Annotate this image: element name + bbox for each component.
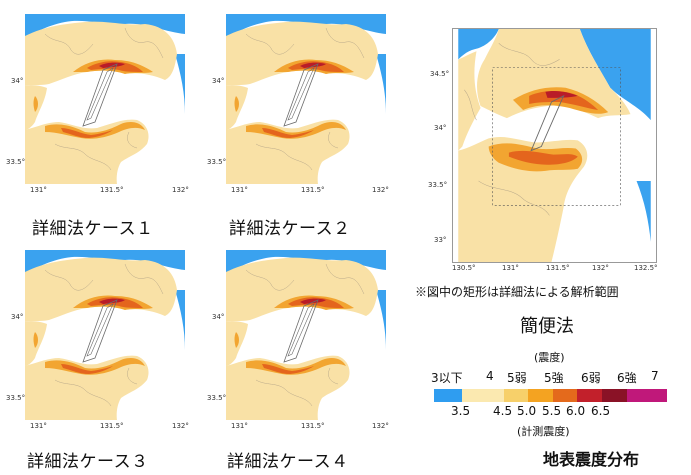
- case-4-lon-132: 132°: [372, 422, 389, 430]
- legend-measured-title: (計測震度): [517, 425, 570, 438]
- case-2-map: [226, 14, 386, 184]
- surface-intensity-distribution-title: 地表震度分布: [543, 450, 640, 469]
- case-2-lon-1315: 131.5°: [301, 186, 325, 194]
- legend-label-6l: 6弱: [581, 371, 601, 385]
- case-3-lon-131: 131°: [30, 422, 47, 430]
- case-1-label: 詳細法ケース１: [32, 219, 154, 239]
- simple-method-map: [452, 28, 657, 263]
- case-4-intensity-map: [226, 250, 386, 420]
- case-2-lat-34: 34°: [212, 77, 225, 85]
- case-2-lon-131: 131°: [231, 186, 248, 194]
- legend-intensity-title: (震度): [534, 351, 565, 364]
- case-2-label: 詳細法ケース２: [229, 219, 351, 239]
- simple-lon-131: 131°: [502, 264, 519, 272]
- legend-color-1: [434, 389, 462, 402]
- legend-color-5: [553, 389, 577, 402]
- simple-lat-33: 33°: [434, 236, 447, 244]
- simple-lat-34: 34°: [434, 124, 447, 132]
- case-1-lon-1315: 131.5°: [100, 186, 124, 194]
- case-4-lon-1315: 131.5°: [301, 422, 325, 430]
- simple-lat-345: 34.5°: [430, 70, 450, 78]
- legend-label-3: 3以下: [431, 371, 463, 385]
- legend-color-8: [627, 389, 667, 402]
- legend-color-4: [528, 389, 553, 402]
- case-3-lon-132: 132°: [172, 422, 189, 430]
- case-4-map: [226, 250, 386, 420]
- case-4-lat-335: 33.5°: [207, 394, 227, 402]
- case-1-lon-131: 131°: [30, 186, 47, 194]
- case-4-label: 詳細法ケース４: [227, 452, 349, 472]
- case-2-lat-335: 33.5°: [207, 158, 227, 166]
- legend-value-45: 4.5: [493, 404, 513, 418]
- legend-value-65: 6.5: [591, 404, 611, 418]
- legend-label-5u: 5強: [544, 371, 564, 385]
- case-1-lat-335: 33.5°: [6, 158, 26, 166]
- case-3-lon-1315: 131.5°: [100, 422, 124, 430]
- legend-color-2: [462, 389, 504, 402]
- legend-color-7: [602, 389, 627, 402]
- case-1-lon-132: 132°: [172, 186, 189, 194]
- legend-value-35: 3.5: [451, 404, 471, 418]
- legend-value-50: 5.0: [517, 404, 537, 418]
- legend-label-6u: 6強: [617, 371, 637, 385]
- simple-lon-1325: 132.5°: [634, 264, 658, 272]
- case-3-label: 詳細法ケース３: [27, 452, 149, 472]
- legend-value-55: 5.5: [542, 404, 562, 418]
- legend-color-6: [577, 389, 602, 402]
- simple-method-intensity-map: [453, 29, 656, 262]
- rectangle-note: ※図中の矩形は詳細法による解析範囲: [415, 285, 619, 299]
- legend-label-5l: 5弱: [507, 371, 527, 385]
- case-4-lat-34: 34°: [212, 313, 225, 321]
- case-3-lat-335: 33.5°: [6, 394, 26, 402]
- case-3-lat-34: 34°: [11, 313, 24, 321]
- case-3-intensity-map: [25, 250, 185, 420]
- case-2-lon-132: 132°: [372, 186, 389, 194]
- case-2-intensity-map: [226, 14, 386, 184]
- legend-color-3: [504, 389, 528, 402]
- legend-label-7: 7: [651, 369, 659, 383]
- simple-lon-1305: 130.5°: [452, 264, 476, 272]
- case-1-lat-34: 34°: [11, 77, 24, 85]
- case-1-intensity-map: [25, 14, 185, 184]
- legend-value-60: 6.0: [566, 404, 586, 418]
- case-1-map: [25, 14, 185, 184]
- case-3-map: [25, 250, 185, 420]
- simple-lon-132: 132°: [592, 264, 609, 272]
- simple-method-title: 簡便法: [520, 316, 574, 337]
- simple-lon-1315: 131.5°: [546, 264, 570, 272]
- case-4-lon-131: 131°: [231, 422, 248, 430]
- legend-label-4: 4: [486, 369, 494, 383]
- simple-lat-335: 33.5°: [428, 181, 448, 189]
